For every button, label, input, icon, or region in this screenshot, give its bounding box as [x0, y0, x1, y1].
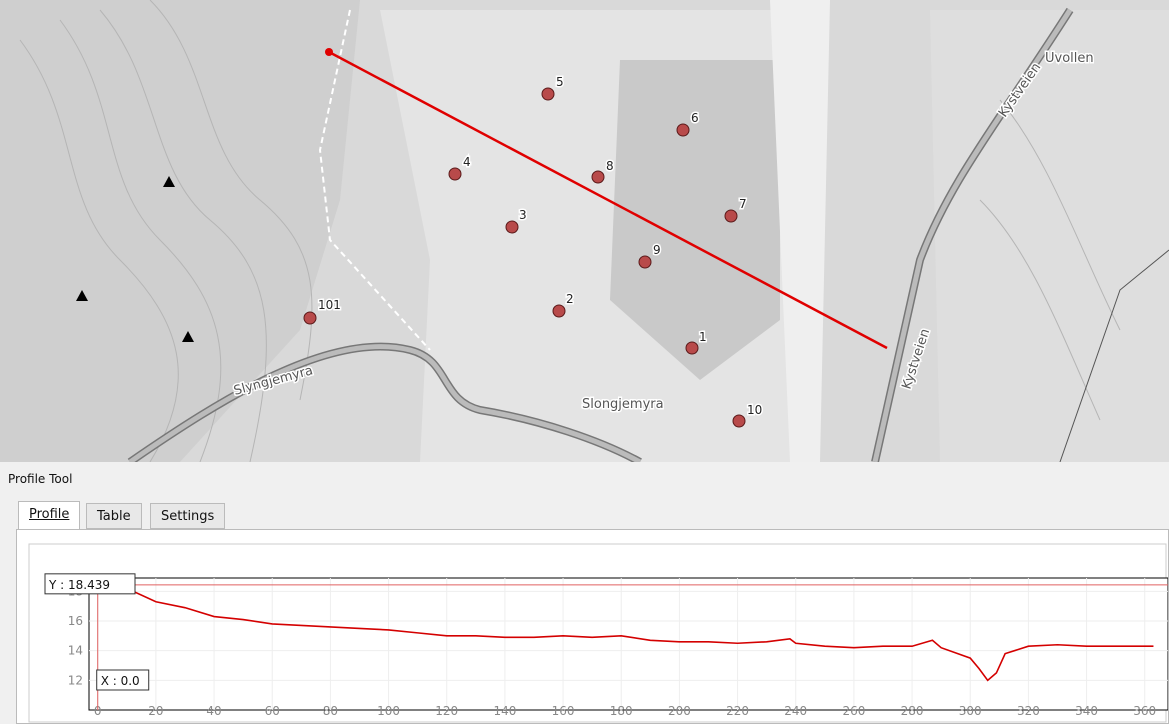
point[interactable]	[553, 305, 565, 317]
point-label: 8	[606, 159, 614, 173]
y-tick-label: 12	[68, 673, 83, 687]
point-label: 6	[691, 111, 699, 125]
profile-start	[325, 48, 333, 56]
x-tick-label: 180	[610, 704, 633, 718]
y-tick-label: 14	[68, 644, 83, 658]
x-tick-label: 280	[901, 704, 924, 718]
place-label: Slongjemyra	[582, 397, 664, 412]
x-tick-label: 260	[842, 704, 865, 718]
place-label: Uvollen	[1045, 51, 1094, 66]
point[interactable]	[733, 415, 745, 427]
x-tick-label: 140	[493, 704, 516, 718]
point-label: 4	[463, 155, 471, 169]
point[interactable]	[725, 210, 737, 222]
point-label: 1	[699, 330, 707, 344]
point-label: 9	[653, 243, 661, 257]
x-tick-label: 100	[377, 704, 400, 718]
y-tick-label: 16	[68, 614, 83, 628]
x-tick-label: 80	[323, 704, 338, 718]
x-tick-label: 20	[148, 704, 163, 718]
x-tick-label: 40	[206, 704, 221, 718]
x-tick-label: 320	[1017, 704, 1040, 718]
cursor-x-label: X : 0.0	[101, 674, 140, 688]
x-tick-label: 200	[668, 704, 691, 718]
tab-profile[interactable]: Profile	[18, 501, 80, 530]
point-label: 5	[556, 75, 564, 89]
qgis-window: 1 2 3 4 5 6 7 8 9 10 101 Slyngjemyra Slo…	[0, 0, 1169, 724]
tab-settings[interactable]: Settings	[150, 503, 225, 529]
point[interactable]	[677, 124, 689, 136]
point[interactable]	[542, 88, 554, 100]
tab-table[interactable]: Table	[86, 503, 142, 529]
point[interactable]	[506, 221, 518, 233]
point[interactable]	[639, 256, 651, 268]
point[interactable]	[304, 312, 316, 324]
point-label: 2	[566, 292, 574, 306]
point-label: 7	[739, 197, 747, 211]
point[interactable]	[449, 168, 461, 180]
cursor-y-label: Y : 18.439	[48, 578, 110, 592]
hillside	[930, 10, 1169, 462]
x-tick-label: 60	[265, 704, 280, 718]
point-label: 101	[318, 298, 341, 312]
x-tick-label: 340	[1075, 704, 1098, 718]
x-tick-label: 360	[1133, 704, 1156, 718]
x-tick-label: 300	[959, 704, 982, 718]
plot-area	[89, 578, 1168, 710]
panel-title: Profile Tool	[8, 472, 72, 486]
map-canvas[interactable]: 1 2 3 4 5 6 7 8 9 10 101 Slyngjemyra Slo…	[0, 0, 1169, 462]
point-label: 10	[747, 403, 762, 417]
x-tick-label: 160	[552, 704, 575, 718]
point[interactable]	[592, 171, 604, 183]
point-label: 3	[519, 208, 527, 222]
x-tick-label: 220	[726, 704, 749, 718]
point[interactable]	[686, 342, 698, 354]
x-tick-label: 120	[435, 704, 458, 718]
x-tick-label: 240	[784, 704, 807, 718]
